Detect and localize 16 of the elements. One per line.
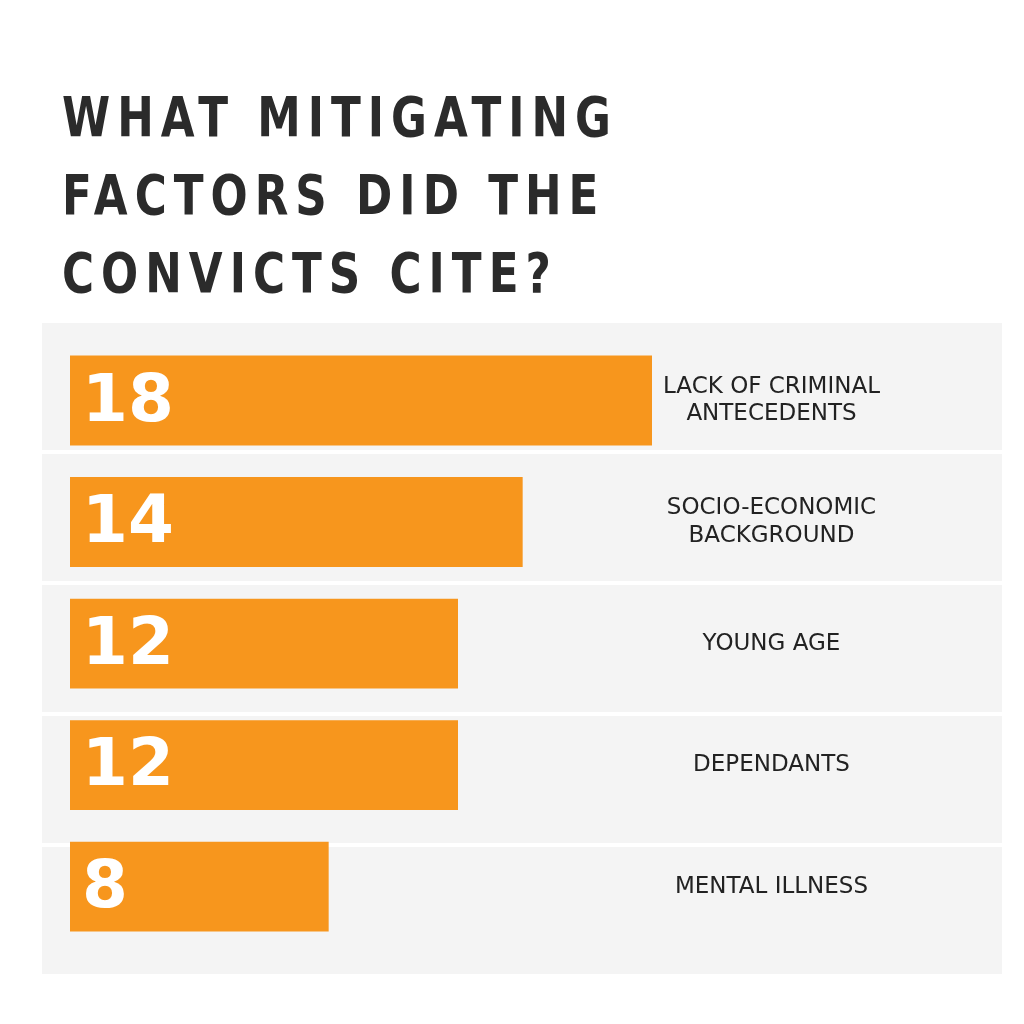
bar — [70, 355, 652, 446]
data-label: 12 — [82, 724, 174, 802]
y-tick-label: YOUNG AGE — [701, 628, 841, 655]
data-label: 18 — [82, 359, 174, 437]
y-tick-label: LACK OF CRIMINAL ANTECEDENTS — [662, 371, 881, 426]
y-tick-label: SOCIO-ECONOMIC BACKGROUND — [666, 493, 877, 547]
bar — [70, 477, 523, 568]
chart-title: WHAT MITIGATING FACTORS DID THE CONVICTS CITE? — [62, 83, 619, 307]
data-label: 8 — [82, 845, 128, 923]
bar — [70, 841, 329, 932]
bar — [70, 720, 458, 811]
data-label: 12 — [82, 602, 174, 680]
y-tick-label: DEPENDANTS — [693, 750, 850, 777]
data-label: 14 — [82, 481, 174, 559]
bar — [70, 598, 458, 689]
y-tick-label: MENTAL ILLNESS — [674, 871, 869, 898]
